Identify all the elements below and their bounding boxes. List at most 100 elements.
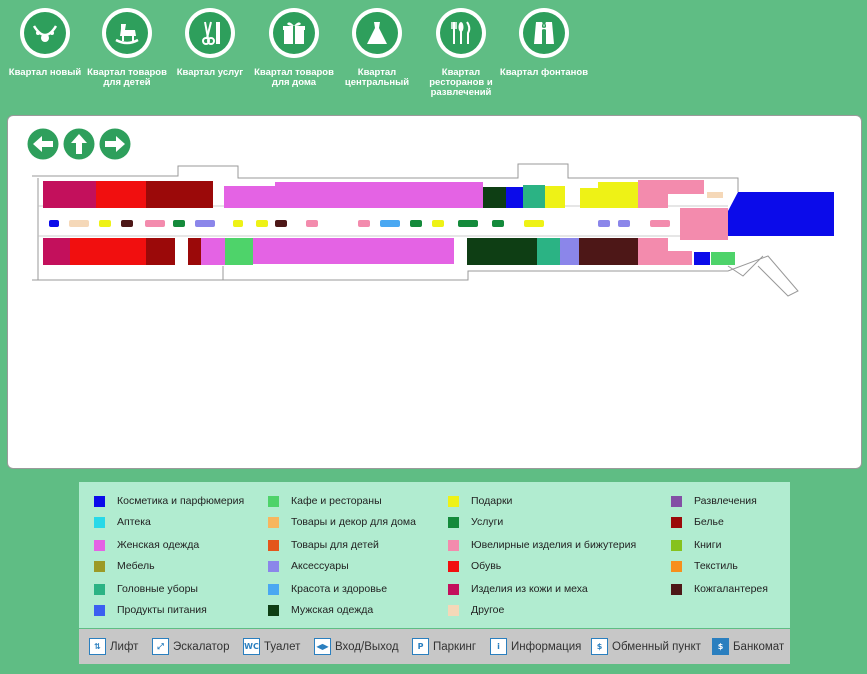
kiosk[interactable]	[650, 220, 670, 227]
store[interactable]	[380, 182, 406, 208]
store[interactable]	[249, 186, 275, 208]
store[interactable]	[146, 238, 160, 265]
kiosk[interactable]	[598, 220, 610, 227]
legend-item[interactable]: Ювелирные изделия и бижутерия	[448, 538, 636, 552]
legend-item[interactable]: Другое	[448, 603, 504, 617]
store[interactable]	[188, 238, 201, 265]
kiosk[interactable]	[458, 220, 478, 227]
store[interactable]	[545, 186, 565, 208]
store[interactable]	[275, 182, 300, 208]
legend-item[interactable]: Аптека	[94, 515, 151, 529]
legend-item[interactable]: Товары для детей	[268, 538, 379, 552]
kiosk[interactable]	[432, 220, 444, 227]
store[interactable]	[728, 192, 834, 236]
store[interactable]	[96, 181, 121, 208]
legend-item[interactable]: Мебель	[94, 559, 155, 573]
store[interactable]	[598, 182, 612, 208]
kiosk[interactable]	[618, 220, 630, 227]
store[interactable]	[483, 187, 506, 208]
store[interactable]	[351, 182, 380, 208]
store[interactable]	[43, 238, 70, 265]
store[interactable]	[160, 181, 178, 208]
store[interactable]	[537, 238, 560, 265]
kiosk[interactable]	[492, 220, 504, 227]
store[interactable]	[300, 182, 325, 208]
kiosk[interactable]	[69, 220, 89, 227]
kiosk[interactable]	[524, 220, 544, 227]
legend-item[interactable]: Косметика и парфюмерия	[94, 494, 244, 508]
legend-item[interactable]: Продукты питания	[94, 603, 207, 617]
quarter-kids[interactable]: Квартал товаров для детей	[82, 8, 172, 88]
store[interactable]	[598, 238, 612, 265]
store[interactable]	[711, 252, 735, 265]
store[interactable]	[70, 181, 96, 208]
store[interactable]	[325, 182, 351, 208]
store[interactable]	[121, 181, 146, 208]
store[interactable]	[277, 238, 301, 264]
store[interactable]	[506, 187, 523, 208]
store[interactable]	[668, 180, 704, 194]
legend-item[interactable]: Красота и здоровье	[268, 582, 387, 596]
store[interactable]	[224, 186, 249, 208]
legend-item[interactable]: Текстиль	[671, 559, 738, 573]
kiosk[interactable]	[358, 220, 370, 227]
kiosk[interactable]	[49, 220, 59, 227]
kiosk[interactable]	[306, 220, 318, 227]
legend-item[interactable]: Обувь	[448, 559, 501, 573]
store[interactable]	[612, 182, 638, 208]
store[interactable]	[195, 181, 213, 208]
store[interactable]	[694, 252, 710, 265]
store[interactable]	[560, 238, 579, 265]
legend-item[interactable]: Мужская одежда	[268, 603, 373, 617]
legend-item[interactable]: Развлечения	[671, 494, 757, 508]
legend-item[interactable]: Услуги	[448, 515, 503, 529]
store[interactable]	[43, 181, 70, 208]
arrow-left-icon[interactable]	[27, 128, 59, 160]
store[interactable]	[351, 238, 380, 264]
store[interactable]	[467, 238, 481, 265]
store[interactable]	[638, 180, 668, 208]
store[interactable]	[225, 238, 253, 265]
store[interactable]	[680, 208, 728, 240]
store[interactable]	[178, 181, 195, 208]
legend-item[interactable]: Женская одежда	[94, 538, 199, 552]
store[interactable]	[707, 192, 723, 198]
store[interactable]	[579, 238, 598, 265]
legend-item[interactable]: Подарки	[448, 494, 512, 508]
store[interactable]	[301, 238, 326, 264]
store[interactable]	[201, 238, 225, 265]
legend-item[interactable]: Кожгалантерея	[671, 582, 768, 596]
store[interactable]	[457, 182, 483, 208]
arrow-right-icon[interactable]	[99, 128, 131, 160]
arrow-up-icon[interactable]	[63, 128, 95, 160]
store[interactable]	[70, 238, 96, 265]
store[interactable]	[96, 238, 121, 265]
store[interactable]	[326, 238, 351, 264]
kiosk[interactable]	[380, 220, 400, 227]
store[interactable]	[505, 238, 537, 265]
store[interactable]	[638, 238, 668, 265]
kiosk[interactable]	[410, 220, 422, 227]
store[interactable]	[668, 251, 692, 265]
quarter-services[interactable]: Квартал услуг	[165, 8, 255, 78]
legend-item[interactable]: Книги	[671, 538, 721, 552]
kiosk[interactable]	[145, 220, 165, 227]
store[interactable]	[380, 238, 406, 264]
store[interactable]	[121, 238, 146, 265]
store[interactable]	[432, 182, 457, 208]
kiosk[interactable]	[275, 220, 287, 227]
quarter-central[interactable]: Квартал центральный	[332, 8, 422, 88]
store[interactable]	[481, 238, 505, 265]
store[interactable]	[580, 188, 598, 208]
kiosk[interactable]	[173, 220, 185, 227]
store[interactable]	[146, 181, 160, 208]
legend-item[interactable]: Товары и декор для дома	[268, 515, 416, 529]
store[interactable]	[406, 182, 432, 208]
store[interactable]	[523, 185, 545, 208]
store[interactable]	[160, 238, 175, 265]
quarter-new[interactable]: Квартал новый	[0, 8, 90, 78]
quarter-restaurants[interactable]: Квартал ресторанов и развлечений	[416, 8, 506, 98]
legend-item[interactable]: Белье	[671, 515, 724, 529]
kiosk[interactable]	[121, 220, 133, 227]
kiosk[interactable]	[256, 220, 268, 227]
